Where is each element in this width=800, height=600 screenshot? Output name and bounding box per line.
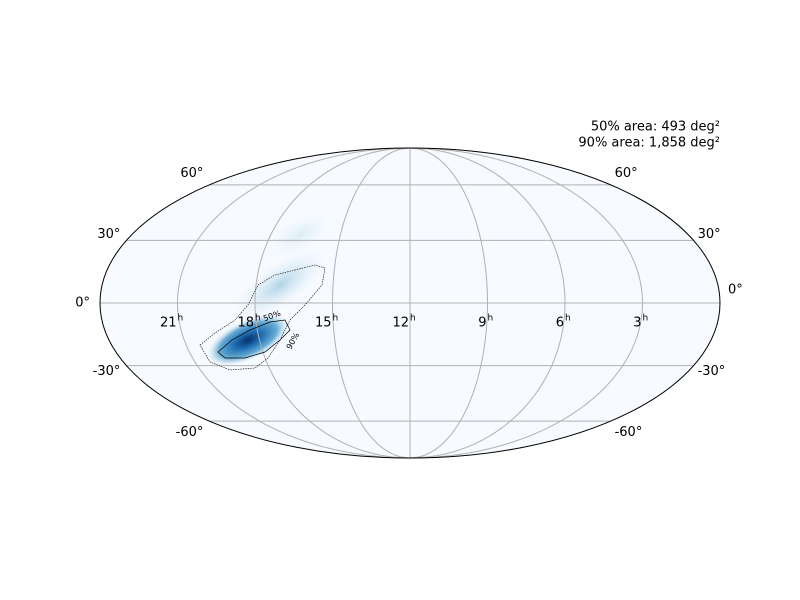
ra-tick-label: 6: [556, 316, 564, 331]
grid-line: [409, 147, 566, 459]
contour-50: [217, 319, 291, 359]
dec-tick-label: -30°: [698, 364, 726, 379]
dec-tick-label: 60°: [615, 166, 638, 181]
dec-tick-label: -30°: [93, 364, 121, 379]
ra-tick-suffix: h: [333, 314, 339, 324]
ra-tick-label: 18: [237, 316, 254, 331]
ra-tick-label: 12: [392, 316, 409, 331]
dec-tick-label: -60°: [615, 425, 643, 440]
area-annotation: 50% area: 493 deg²: [591, 120, 720, 135]
area-annotation: 90% area: 1,858 deg²: [578, 136, 720, 151]
ra-tick-suffix: h: [178, 314, 184, 324]
dec-tick-label: -60°: [176, 425, 204, 440]
ra-tick-label: 9: [478, 316, 486, 331]
ra-tick-label: 21: [160, 316, 177, 331]
contour-90: [199, 264, 326, 371]
sky-border: [99, 147, 721, 459]
dec-tick-label: 30°: [698, 227, 721, 242]
grid: [100, 147, 720, 459]
ra-tick-suffix: h: [488, 314, 494, 324]
ra-tick-suffix: h: [255, 314, 261, 324]
dec-tick-label: 60°: [180, 166, 203, 181]
dec-tick-label: 0°: [728, 283, 743, 298]
ra-tick-label: 15: [315, 316, 332, 331]
grid-line: [331, 147, 411, 459]
grid-line: [176, 147, 411, 459]
grid-line: [409, 147, 489, 459]
dec-tick-label: 0°: [75, 296, 90, 311]
ra-tick-suffix: h: [410, 314, 416, 324]
ra-tick-suffix: h: [643, 314, 649, 324]
ra-tick-label: 3: [633, 316, 641, 331]
ra-tick-suffix: h: [565, 314, 571, 324]
grid-line: [409, 147, 644, 459]
dec-tick-label: 30°: [97, 227, 120, 242]
grid-line: [254, 147, 411, 459]
